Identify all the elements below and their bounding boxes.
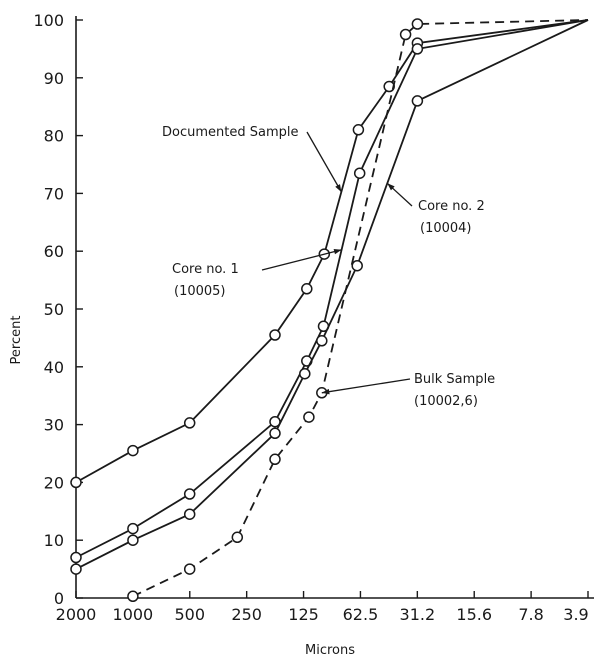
x-tick-label-250: 250 bbox=[231, 605, 262, 624]
x-tick-label-1000: 1000 bbox=[113, 605, 154, 624]
x-ticks: 2000 1000 500 250 125 62.5 31.2 15.6 7.8 3.9 bbox=[56, 591, 589, 624]
x-tick-label-500: 500 bbox=[175, 605, 206, 624]
point-documented-sample-0 bbox=[70, 476, 82, 489]
point-core-no-2-10004-4 bbox=[299, 367, 311, 380]
annotation-core-no-2-line-1: Core no. 2 bbox=[418, 199, 485, 214]
annotation-bulk-sample-line-1: Bulk Sample bbox=[414, 372, 495, 387]
y-tick-label-60: 60 bbox=[44, 242, 64, 261]
point-core-no-2-10004-0 bbox=[70, 563, 82, 575]
point-bulk-sample-10002-6-1 bbox=[183, 563, 196, 575]
y-tick-label-30: 30 bbox=[44, 416, 64, 435]
annotation-documented-sample: Documented Sample bbox=[162, 125, 298, 140]
point-bulk-sample-10002-6-7 bbox=[411, 18, 424, 30]
leader-line-core-no-1 bbox=[261, 249, 342, 271]
annotation-core-no-2-line-2: (10004) bbox=[420, 221, 472, 236]
annotation-bulk-sample: Bulk Sample (10002,6) bbox=[414, 372, 499, 409]
point-core-no-2-10004-1 bbox=[127, 534, 139, 546]
x-tick-label-31-2: 31.2 bbox=[400, 605, 436, 624]
y-tick-label-70: 70 bbox=[44, 184, 64, 203]
leader-line-bulk-sample bbox=[321, 378, 411, 394]
point-core-no-1-10005-2 bbox=[183, 488, 196, 500]
annotation-documented-sample-line-1: Documented Sample bbox=[162, 125, 298, 140]
annotation-core-no-1: Core no. 1 (10005) bbox=[172, 262, 243, 299]
point-core-no-2-10004-7 bbox=[411, 95, 424, 107]
point-bulk-sample-10002-6-0 bbox=[127, 590, 139, 603]
annotation-core-no-1-line-2: (10005) bbox=[174, 284, 226, 299]
x-tick-label-15-6: 15.6 bbox=[456, 605, 492, 624]
point-documented-sample-6 bbox=[352, 124, 365, 136]
y-tick-label-20: 20 bbox=[44, 473, 64, 492]
point-core-no-1-10005-6 bbox=[353, 167, 366, 179]
y-tick-label-80: 80 bbox=[44, 127, 64, 146]
leader-arrow-core-no-1 bbox=[333, 248, 342, 255]
annotation-core-no-2: Core no. 2 (10004) bbox=[418, 199, 489, 236]
x-tick-label-62-5: 62.5 bbox=[343, 605, 379, 624]
point-documented-sample-2 bbox=[183, 417, 196, 429]
leader-arrow-bulk-sample bbox=[321, 388, 330, 395]
point-bulk-sample-10002-6-4 bbox=[303, 411, 315, 423]
point-documented-sample-3 bbox=[269, 329, 281, 341]
point-documented-sample-4 bbox=[301, 283, 313, 295]
x-tick-label-2000: 2000 bbox=[56, 605, 97, 624]
point-bulk-sample-10002-6-3 bbox=[269, 453, 281, 466]
point-core-no-1-10005-7 bbox=[411, 43, 424, 55]
series-line-bulk-sample-10002-6 bbox=[132, 19, 589, 598]
y-ticks: 0 10 20 30 40 50 60 70 80 90 100 bbox=[33, 11, 83, 608]
series-layer bbox=[70, 18, 589, 603]
point-bulk-sample-10002-6-6 bbox=[399, 28, 412, 41]
y-tick-label-10: 10 bbox=[44, 531, 64, 550]
y-tick-label-90: 90 bbox=[44, 69, 64, 88]
x-tick-label-7-8: 7.8 bbox=[518, 605, 543, 624]
y-tick-label-50: 50 bbox=[44, 300, 64, 319]
y-axis-label: Percent bbox=[9, 316, 24, 365]
annotation-leaders bbox=[261, 131, 413, 395]
x-tick-label-3-9: 3.9 bbox=[563, 605, 588, 624]
annotation-bulk-sample-line-2: (10002,6) bbox=[414, 394, 478, 409]
point-bulk-sample-10002-6-2 bbox=[231, 531, 244, 544]
y-tick-label-100: 100 bbox=[33, 11, 64, 30]
series-line-documented-sample bbox=[75, 19, 589, 484]
y-tick-label-40: 40 bbox=[44, 358, 64, 377]
point-core-no-1-10005-0 bbox=[70, 551, 82, 564]
series-line-core-no-1-10005 bbox=[75, 19, 589, 559]
point-core-no-2-10004-5 bbox=[316, 335, 328, 347]
leader-arrow-documented-sample bbox=[335, 184, 342, 192]
x-axis-label: Microns bbox=[305, 643, 355, 658]
point-documented-sample-1 bbox=[127, 444, 139, 457]
point-core-no-1-10005-1 bbox=[127, 522, 139, 535]
series-line-core-no-2-10004 bbox=[75, 19, 589, 570]
annotation-core-no-1-line-1: Core no. 1 bbox=[172, 262, 239, 277]
point-core-no-2-10004-3 bbox=[269, 427, 281, 440]
y-tick-label-0: 0 bbox=[54, 589, 64, 608]
point-core-no-2-10004-2 bbox=[183, 508, 196, 520]
point-core-no-2-10004-6 bbox=[351, 259, 363, 272]
leader-line-documented-sample bbox=[306, 131, 342, 193]
leader-arrow-core-no-2 bbox=[387, 183, 395, 191]
x-tick-label-125: 125 bbox=[288, 605, 319, 624]
